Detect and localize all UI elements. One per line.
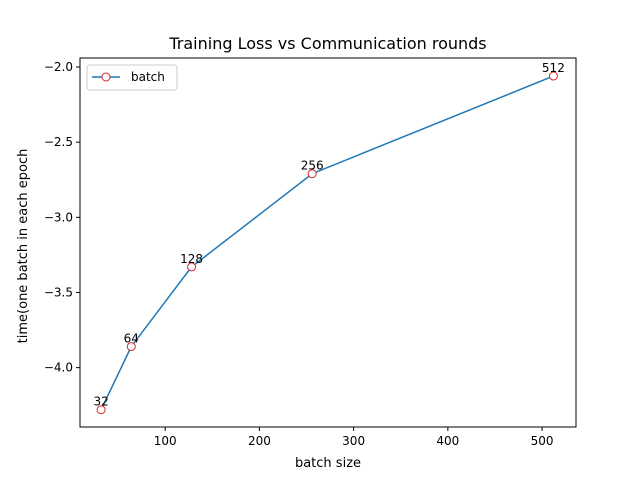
data-label: 128 <box>180 252 203 266</box>
x-tick-label: 300 <box>342 434 365 448</box>
data-label: 256 <box>301 159 324 173</box>
x-tick-label: 100 <box>154 434 177 448</box>
x-axis-label: batch size <box>295 456 361 471</box>
y-tick-label: −2.5 <box>44 135 73 149</box>
x-tick-label: 500 <box>531 434 554 448</box>
y-tick-label: −3.5 <box>44 285 73 299</box>
legend-box <box>86 64 178 91</box>
data-point <box>307 169 317 179</box>
y-axis-label: time(one batch in each epoch <box>16 149 31 344</box>
y-axis: −4.0 −3.5 −3.0 −2.5 −2.0 <box>44 60 80 375</box>
y-tick-label: −3.0 <box>44 210 73 224</box>
y-tick-label: −2.0 <box>44 60 73 74</box>
legend-marker <box>101 72 111 82</box>
legend: batch <box>86 64 178 91</box>
chart-title: Training Loss vs Communication rounds <box>168 34 486 53</box>
data-label: 64 <box>124 332 139 346</box>
plot-area <box>79 57 577 428</box>
x-tick-label: 200 <box>248 434 271 448</box>
data-point <box>96 405 106 415</box>
data-label: 512 <box>542 61 565 75</box>
data-label: 32 <box>93 395 108 409</box>
x-tick-label: 400 <box>436 434 459 448</box>
data-point <box>126 342 136 352</box>
y-tick-label: −4.0 <box>44 361 73 375</box>
data-point <box>187 262 197 272</box>
legend-label: batch <box>131 70 165 84</box>
series-layer: 32 64 128 256 512 <box>93 61 565 415</box>
data-point <box>548 71 558 81</box>
x-axis: 100 200 300 400 500 <box>154 427 554 448</box>
